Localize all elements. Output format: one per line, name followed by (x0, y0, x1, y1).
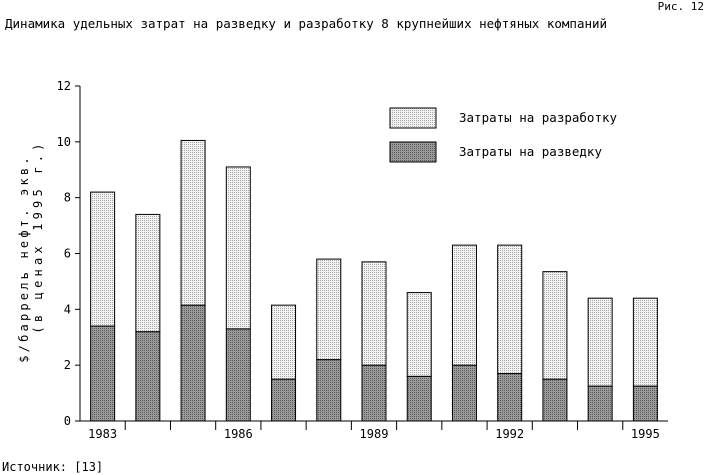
legend-swatch (389, 107, 437, 129)
bar-development (225, 166, 251, 330)
y-label-line2: (в ценах 1995 г.) (31, 139, 45, 333)
bar-development (542, 271, 568, 380)
x-tick-label: 1992 (495, 427, 524, 441)
bar-exploration (632, 385, 658, 422)
legend-swatch (389, 141, 437, 163)
bar-exploration (361, 364, 387, 422)
bar-exploration (271, 378, 297, 422)
bar-development (361, 261, 387, 366)
x-tick-label: 1983 (88, 427, 117, 441)
x-tick-label: 1989 (360, 427, 389, 441)
bar-exploration (316, 359, 342, 422)
bar-development (632, 297, 658, 387)
figure-number: Рис. 12 (657, 0, 704, 13)
bar-exploration (225, 328, 251, 422)
y-label-line1: $/баррель нефт. экв. (17, 154, 31, 363)
bar-exploration (451, 364, 477, 422)
chart-title: Динамика удельных затрат на разведку и р… (5, 16, 608, 31)
bar-development (587, 297, 613, 387)
bar-exploration (406, 375, 432, 422)
y-axis-label: $/баррель нефт. экв. (в ценах 1995 г.) (17, 139, 45, 362)
bar-development (90, 191, 116, 327)
bar-development (316, 258, 342, 361)
y-tick-label: 2 (64, 358, 71, 372)
bar-development (451, 244, 477, 366)
bar-exploration (497, 373, 523, 422)
x-tick-label: 1986 (224, 427, 253, 441)
source-note: Источник: [13] (2, 460, 104, 474)
bar-exploration (587, 385, 613, 422)
bars-group (90, 139, 658, 422)
y-tick-label: 12 (57, 79, 71, 93)
y-tick-label: 6 (64, 247, 71, 261)
legend: Затраты на разработку Затраты на разведку (389, 107, 618, 163)
bar-development (271, 304, 297, 380)
y-tick-label: 8 (64, 191, 71, 205)
bar-exploration (90, 325, 116, 422)
tick-group: 0 2 4 6 8 10 12 1983 1986 1989 1992 1995 (57, 79, 660, 441)
y-tick-label: 4 (64, 302, 71, 316)
bar-development (180, 139, 206, 306)
legend-label: Затраты на разведку (459, 144, 602, 159)
y-tick-label: 10 (57, 135, 71, 149)
legend-label: Затраты на разработку (459, 110, 618, 125)
y-tick-label: 0 (64, 414, 71, 428)
bar-development (497, 244, 523, 375)
bar-development (406, 292, 432, 377)
x-tick-label: 1995 (631, 427, 660, 441)
bar-exploration (542, 378, 568, 422)
bar-development (135, 213, 161, 333)
bar-exploration (180, 304, 206, 422)
bar-exploration (135, 331, 161, 422)
